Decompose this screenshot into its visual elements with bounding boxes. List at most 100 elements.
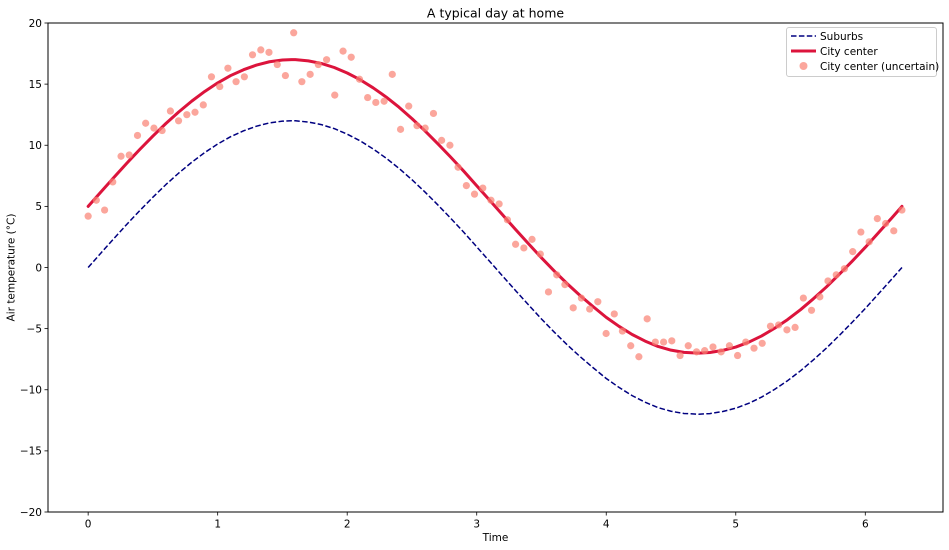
- scatter-point: [224, 64, 232, 72]
- scatter-point: [594, 298, 602, 306]
- scatter-point: [290, 29, 298, 37]
- x-tick-label: 1: [214, 519, 221, 531]
- scatter-point: [454, 163, 462, 171]
- scatter-point: [158, 126, 166, 135]
- scatter-point: [511, 240, 520, 248]
- scatter-point: [495, 200, 503, 208]
- scatter-point: [355, 75, 364, 83]
- scatter-point: [470, 190, 479, 198]
- scatter-point: [635, 353, 643, 361]
- scatter-point: [380, 97, 388, 105]
- scatter-point: [396, 125, 405, 133]
- scatter-point: [421, 124, 429, 132]
- scatter-point: [775, 321, 783, 329]
- y-tick-label: −20: [20, 507, 42, 519]
- chart-title: A typical day at home: [427, 6, 564, 21]
- scatter-point: [364, 93, 372, 102]
- scatter-point: [717, 348, 725, 356]
- series-line-suburbs: [87, 120, 903, 415]
- scatter-point: [240, 73, 248, 81]
- y-axis-label: Air temperature (°C): [6, 214, 18, 322]
- scatter-point: [101, 206, 109, 214]
- scatter-point: [257, 46, 265, 54]
- scatter-point: [438, 136, 446, 144]
- scatter-point: [890, 227, 898, 235]
- x-tick-label: 2: [344, 519, 351, 531]
- scatter-point: [84, 212, 92, 220]
- series-city-center-uncertain: [84, 29, 906, 361]
- scatter-point: [92, 196, 100, 204]
- scatter-point: [117, 152, 125, 160]
- scatter-point: [824, 277, 832, 285]
- scatter-point: [602, 329, 610, 338]
- scatter-point: [166, 107, 174, 115]
- scatter-point: [898, 206, 906, 214]
- scatter-point: [709, 343, 717, 351]
- scatter-point: [553, 271, 561, 279]
- scatter-point: [216, 82, 224, 91]
- scatter-point: [142, 119, 150, 127]
- scatter-point: [701, 347, 709, 355]
- scatter-point: [372, 98, 380, 107]
- scatter-point: [586, 305, 594, 313]
- scatter-point: [807, 306, 816, 314]
- scatter-point: [298, 78, 306, 86]
- scatter-point: [405, 102, 413, 110]
- x-tick-label: 5: [732, 519, 739, 531]
- scatter-point: [610, 310, 618, 318]
- scatter-point: [725, 342, 734, 350]
- scatter-point: [840, 265, 849, 273]
- y-tick-label: −10: [20, 385, 42, 397]
- scatter-point: [273, 60, 281, 69]
- scatter-point: [577, 294, 585, 302]
- scatter-point: [174, 117, 183, 125]
- scatter-point: [857, 228, 865, 236]
- scatter-point: [503, 216, 512, 224]
- scatter-point: [783, 326, 791, 334]
- axes: 0 1 2 3 4 5 6 −20 −15 −10 −5 0 5 10 15 20: [20, 18, 869, 531]
- scatter-point: [462, 181, 470, 190]
- scatter-point: [742, 338, 750, 346]
- x-tick-label: 0: [85, 519, 92, 531]
- scatter-point: [750, 344, 758, 352]
- scatter-point: [618, 327, 627, 335]
- scatter-point: [882, 219, 890, 228]
- scatter-point: [569, 304, 577, 312]
- scatter-point: [816, 293, 824, 301]
- scatter-point: [323, 56, 331, 64]
- scatter-point: [446, 141, 454, 149]
- scatter-point: [347, 53, 355, 61]
- scatter-point: [692, 348, 701, 356]
- scatter-point: [150, 124, 158, 132]
- scatter-point: [306, 70, 314, 78]
- scatter-point: [520, 244, 528, 252]
- scatter-point: [651, 338, 659, 346]
- y-tick-label: 15: [29, 79, 42, 91]
- scatter-point: [528, 235, 536, 243]
- scatter-point: [873, 215, 881, 223]
- scatter-point: [791, 323, 799, 331]
- scatter-point: [627, 342, 635, 350]
- plot-area: [84, 29, 906, 415]
- scatter-point: [281, 71, 290, 80]
- scatter-point: [388, 70, 396, 78]
- scatter-point: [331, 91, 339, 99]
- y-tick-label: −15: [20, 446, 42, 458]
- x-tick-label: 3: [473, 519, 480, 531]
- legend-label-city-center: City center: [820, 46, 878, 58]
- scatter-point: [676, 351, 684, 360]
- scatter-point: [536, 250, 544, 258]
- scatter-point: [758, 339, 766, 347]
- scatter-point: [232, 78, 240, 86]
- legend-label-city-center-uncertain: City center (uncertain): [820, 61, 939, 73]
- x-tick-label: 4: [603, 519, 610, 531]
- scatter-point: [487, 196, 495, 204]
- scatter-point: [684, 342, 692, 350]
- scatter-point: [766, 322, 775, 330]
- scatter-point: [668, 337, 676, 345]
- scatter-point: [248, 51, 257, 59]
- scatter-point: [314, 60, 322, 69]
- scatter-point: [832, 271, 840, 279]
- legend-swatch-city-center-uncertain: [799, 62, 808, 70]
